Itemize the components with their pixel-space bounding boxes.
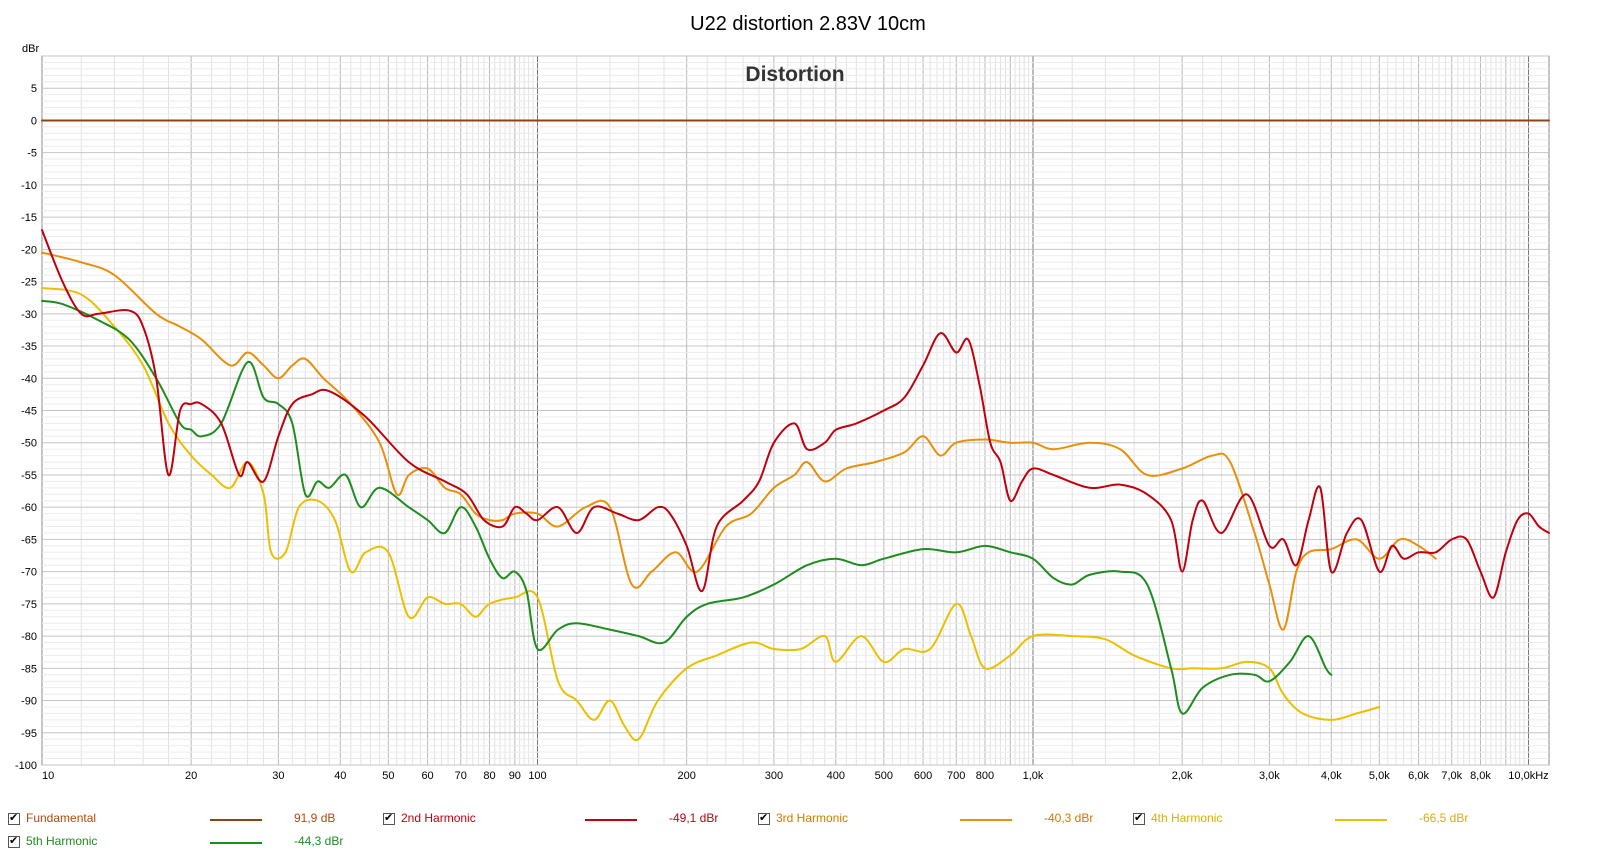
legend-value: -49,1 dBr <box>669 811 719 825</box>
x-tick-label: 200 <box>677 770 695 782</box>
y-tick-label: -40 <box>21 373 37 385</box>
x-tick-label: 4,0k <box>1321 770 1342 782</box>
series-group <box>41 119 1550 742</box>
y-tick-label: -25 <box>21 277 37 289</box>
y-tick-label: -95 <box>21 728 37 740</box>
x-tick-label: 30 <box>272 770 284 782</box>
y-tick-label: -45 <box>21 406 37 418</box>
legend-item-fundamental[interactable]: Fundamental 91,9 dB <box>8 810 368 830</box>
y-axis-label: dBr <box>22 43 39 55</box>
x-tick-label: 5,0k <box>1369 770 1390 782</box>
x-tick-label: 500 <box>875 770 893 782</box>
legend-item-2nd-harmonic[interactable]: 2nd Harmonic -49,1 dBr <box>383 810 743 830</box>
legend-item-5th-harmonic[interactable]: 5th Harmonic -44,3 dBr <box>8 833 368 853</box>
x-tick-label: 70 <box>455 770 467 782</box>
x-tick-label: 90 <box>509 770 521 782</box>
legend-checkbox[interactable] <box>383 811 395 825</box>
y-tick-label: -50 <box>21 438 37 450</box>
y-tick-label: -5 <box>27 148 37 160</box>
legend-label: 5th Harmonic <box>26 834 98 848</box>
series-line-2nd-harmonic <box>41 229 1550 599</box>
legend-swatch <box>585 819 637 821</box>
chart-title: U22 distortion 2.83V 10cm <box>690 13 926 35</box>
legend-swatch <box>1335 819 1387 821</box>
series-line-3rd-harmonic <box>41 251 1437 631</box>
x-tick-label: 10 <box>42 770 54 782</box>
y-tick-label: -90 <box>21 696 37 708</box>
legend-label: 2nd Harmonic <box>401 811 476 825</box>
legend-value: -40,3 dBr <box>1044 811 1094 825</box>
y-tick-label: 0 <box>31 115 37 127</box>
y-tick-label: -15 <box>21 212 37 224</box>
x-tick-label: 600 <box>914 770 932 782</box>
legend: Fundamental 91,9 dB 2nd Harmonic -49,1 d… <box>0 810 1617 863</box>
x-tick-label: 50 <box>382 770 394 782</box>
x-tick-label: 300 <box>765 770 783 782</box>
x-tick-label: 2,0k <box>1172 770 1193 782</box>
y-tick-label: -65 <box>21 534 37 546</box>
y-tick-label: -35 <box>21 341 37 353</box>
x-tick-label: 7,0k <box>1441 770 1462 782</box>
y-axis: 5 0 -5 -10 -15 -20 -25 -30 -35 -40 -45 -50 -55 -60 -65… <box>15 83 37 772</box>
x-tick-label: 10,0kHz <box>1508 770 1548 782</box>
y-tick-label: 5 <box>31 83 37 95</box>
x-axis: 10 20 30 40 50 60 70 80 90 100 200 300 400 500 600 700 8… <box>42 770 1549 782</box>
y-tick-label: -70 <box>21 567 37 579</box>
legend-label: 3rd Harmonic <box>776 811 849 825</box>
legend-swatch <box>210 819 262 821</box>
y-tick-label: -80 <box>21 631 37 643</box>
legend-checkbox[interactable] <box>8 834 20 848</box>
legend-swatch <box>960 819 1012 821</box>
y-tick-label: -60 <box>21 502 37 514</box>
y-tick-label: -100 <box>15 760 37 772</box>
legend-item-3rd-harmonic[interactable]: 3rd Harmonic -40,3 dBr <box>758 810 1118 830</box>
legend-item-4th-harmonic[interactable]: 4th Harmonic -66,5 dBr <box>1133 810 1493 830</box>
x-tick-label: 8,0k <box>1470 770 1491 782</box>
y-tick-label: -30 <box>21 309 37 321</box>
x-tick-label: 20 <box>185 770 197 782</box>
x-tick-label: 1,0k <box>1023 770 1044 782</box>
x-tick-label: 100 <box>528 770 546 782</box>
x-tick-label: 3,0k <box>1259 770 1280 782</box>
legend-checkbox[interactable] <box>8 811 20 825</box>
y-tick-label: -20 <box>21 244 37 256</box>
legend-label: 4th Harmonic <box>1151 811 1223 825</box>
legend-value: -44,3 dBr <box>294 834 344 848</box>
series-line-5th-harmonic <box>41 299 1333 715</box>
x-tick-label: 800 <box>976 770 994 782</box>
legend-checkbox[interactable] <box>758 811 770 825</box>
y-tick-label: -55 <box>21 470 37 482</box>
legend-checkbox[interactable] <box>1133 811 1145 825</box>
legend-swatch <box>210 842 262 844</box>
y-tick-label: -75 <box>21 599 37 611</box>
distortion-chart: U22 distortion 2.83V 10cm dBr 10 20 30 40 50… <box>15 13 1550 782</box>
grid <box>42 55 1549 766</box>
x-tick-label: 6,0k <box>1408 770 1429 782</box>
x-tick-label: 400 <box>827 770 845 782</box>
x-tick-label: 80 <box>483 770 495 782</box>
y-tick-label: -10 <box>21 180 37 192</box>
legend-value: 91,9 dB <box>294 811 336 825</box>
x-tick-label: 60 <box>421 770 433 782</box>
y-tick-label: -85 <box>21 663 37 675</box>
x-tick-label: 40 <box>334 770 346 782</box>
legend-value: -66,5 dBr <box>1419 811 1469 825</box>
chart-subtitle: Distortion <box>745 63 844 86</box>
series-line-4th-harmonic <box>41 287 1381 742</box>
x-tick-label: 700 <box>947 770 965 782</box>
legend-label: Fundamental <box>26 811 97 825</box>
